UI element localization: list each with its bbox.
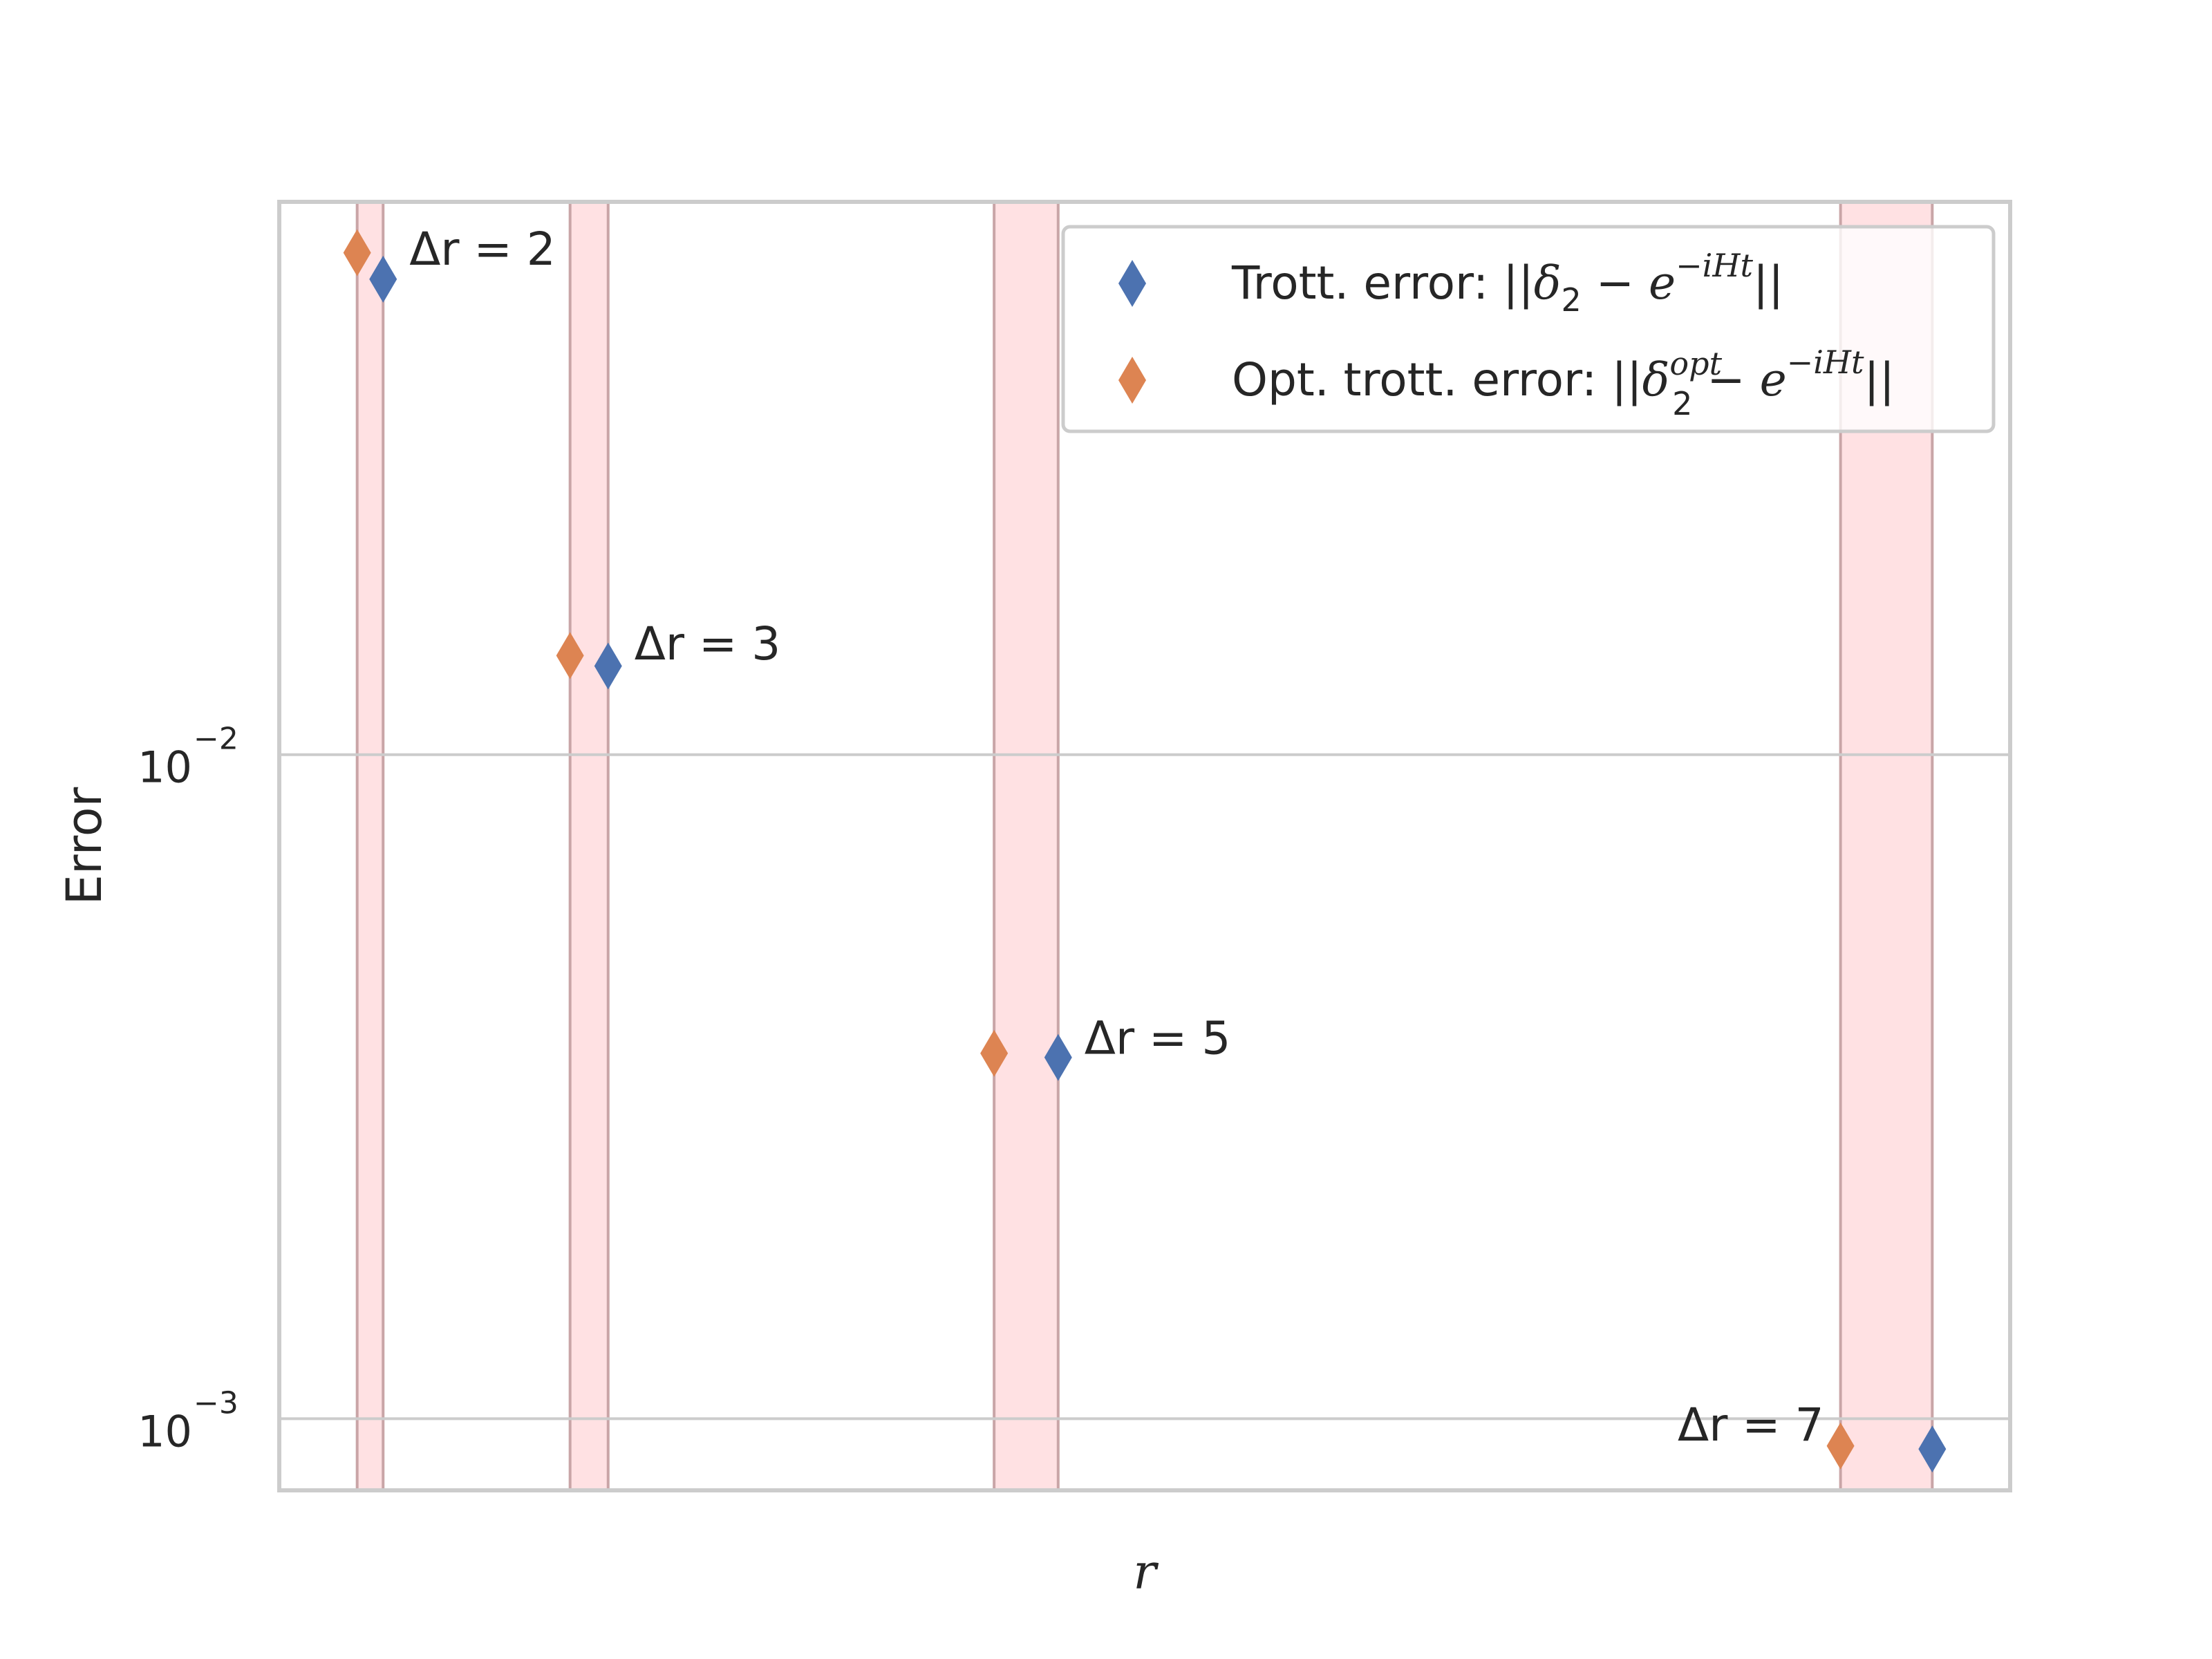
y-tick-label-1: 10−2 — [138, 722, 238, 793]
shaded-bands — [355, 202, 1934, 1490]
band-3 — [994, 202, 1058, 1490]
gridlines — [279, 753, 2010, 1421]
annotation-delta-r-3: Δr = 5 — [1085, 1012, 1231, 1065]
marker-trott-1 — [369, 255, 397, 303]
y-tick-labels: 10−210−3 — [138, 722, 238, 1457]
annotation-delta-r-1: Δr = 2 — [409, 223, 556, 276]
legend: Trott. error: ||δ2 − e−iHt|| Opt. trott. … — [1061, 225, 1996, 433]
y-tick-base: 10 — [138, 742, 192, 793]
legend-label-1: Trott. error: ||δ2 − e−iHt|| — [1231, 247, 1783, 319]
y-tick-base: 10 — [138, 1406, 192, 1456]
annotation-delta-r-4: Δr = 7 — [1678, 1398, 1824, 1452]
legend-marker-2 — [1118, 357, 1146, 404]
marker-trott-2 — [594, 642, 622, 690]
marker-opt-trott-3 — [980, 1029, 1009, 1077]
axis-labels: r Error — [56, 787, 1159, 1600]
y-tick-exponent: −2 — [194, 722, 238, 757]
legend-box — [1061, 225, 1996, 433]
plot-frame — [277, 200, 2012, 1492]
y-tick-exponent: −3 — [194, 1385, 238, 1421]
annotation-delta-r-2: Δr = 3 — [635, 617, 781, 671]
data-points — [343, 229, 1947, 1473]
annotations: Δr = 2 Δr = 3 Δr = 5 Δr = 7 — [409, 223, 1824, 1452]
band-2 — [570, 202, 608, 1490]
y-axis-label: Error — [56, 787, 113, 905]
marker-opt-trott-1 — [343, 229, 371, 276]
marker-opt-trott-2 — [556, 632, 584, 679]
marker-trott-4 — [1918, 1425, 1947, 1473]
legend-marker-1 — [1118, 260, 1146, 307]
x-axis-label: r — [1133, 1544, 1159, 1600]
marker-trott-3 — [1044, 1033, 1072, 1081]
marker-opt-trott-4 — [1826, 1422, 1855, 1470]
band-1 — [357, 202, 384, 1490]
axes-border — [277, 200, 2012, 1492]
legend-label-2: Opt. trott. error: ||δopt 2 − e−iHt|| — [1232, 344, 1895, 422]
y-tick-label-2: 10−3 — [138, 1385, 238, 1456]
